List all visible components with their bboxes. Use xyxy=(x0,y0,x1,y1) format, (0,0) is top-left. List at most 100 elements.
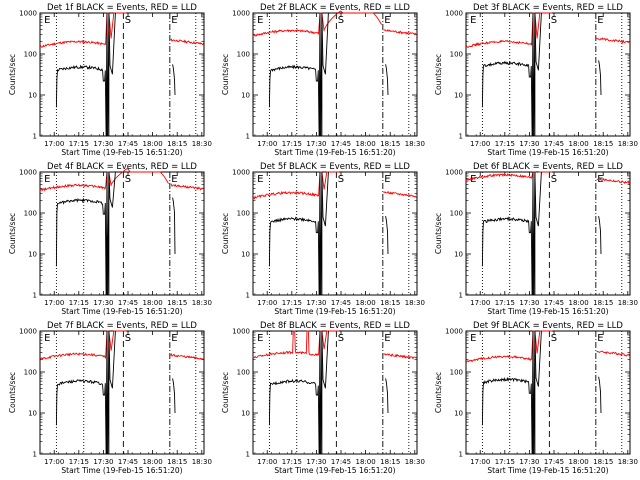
y-tick-label: 10 xyxy=(28,410,37,418)
x-tick-label: 18:30 xyxy=(192,299,212,307)
annotation-label: E xyxy=(384,333,390,344)
lld-series-line xyxy=(465,12,553,48)
x-tick-label: 18:00 xyxy=(569,140,589,148)
events-series-line xyxy=(385,64,389,96)
x-tick-label: 18:00 xyxy=(356,299,376,307)
x-tick-label: 17:45 xyxy=(544,140,564,148)
panel-title: Det 2f BLACK = Events, RED = LLD xyxy=(260,3,410,13)
x-tick-label: 17:45 xyxy=(331,299,351,307)
y-tick-label: 1000 xyxy=(445,328,463,336)
annotation-label: E xyxy=(44,333,50,344)
x-tick-label: 17:30 xyxy=(306,299,326,307)
events-series-line xyxy=(598,216,602,255)
annotation-label: S xyxy=(338,333,344,344)
x-tick-label: 17:15 xyxy=(495,140,515,148)
x-tick-label: 18:00 xyxy=(569,458,589,466)
panel-4: Det 4f BLACK = Events, RED = LLD 1 10 100 10… xyxy=(8,162,212,316)
x-axis-label: Start Time (19-Feb-15 16:51:20) xyxy=(487,307,608,316)
x-axis-label: Start Time (19-Feb-15 16:51:20) xyxy=(274,466,395,475)
annotation-label: S xyxy=(551,15,557,26)
panel-9: Det 9f BLACK = Events, RED = LLD 1 10 100 10… xyxy=(434,321,638,475)
x-tick-label: 17:45 xyxy=(331,458,351,466)
y-tick-label: 100 xyxy=(24,51,37,59)
events-series-line xyxy=(268,330,329,455)
lld-series-line xyxy=(170,352,204,360)
x-tick-label: 18:30 xyxy=(405,458,425,466)
x-tick-label: 17:00 xyxy=(257,299,277,307)
x-tick-label: 17:15 xyxy=(69,299,89,307)
lld-series-line xyxy=(39,12,127,48)
y-tick-label: 100 xyxy=(237,210,250,218)
x-tick-label: 17:30 xyxy=(306,140,326,148)
y-axis-label: Counts/sec xyxy=(8,372,17,413)
panel-8: Det 8f BLACK = Events, RED = LLD 1 10 100 10… xyxy=(221,321,425,475)
events-series-line xyxy=(598,376,602,414)
y-tick-label: 100 xyxy=(24,210,37,218)
x-tick-label: 18:15 xyxy=(167,299,187,307)
plot-frame xyxy=(252,12,418,137)
lld-series-line xyxy=(383,353,417,360)
x-tick-label: 18:30 xyxy=(618,140,638,148)
panel-3: Det 3f BLACK = Events, RED = LLD 1 10 100 10… xyxy=(434,3,638,157)
x-tick-label: 17:00 xyxy=(44,140,64,148)
x-tick-label: 18:30 xyxy=(192,140,212,148)
annotation-label: E xyxy=(597,15,603,26)
lld-series-line xyxy=(465,171,553,182)
x-tick-label: 18:30 xyxy=(405,140,425,148)
panel-title: Det 8f BLACK = Events, RED = LLD xyxy=(260,321,410,331)
x-tick-label: 18:15 xyxy=(593,458,613,466)
x-tick-label: 17:30 xyxy=(306,458,326,466)
annotation-label: E xyxy=(470,15,476,26)
y-tick-label: 1 xyxy=(33,133,37,141)
x-tick-label: 17:30 xyxy=(93,299,113,307)
y-axis-label: Counts/sec xyxy=(221,213,230,254)
annotation-label: E xyxy=(257,333,263,344)
x-tick-label: 17:30 xyxy=(93,458,113,466)
events-series-line xyxy=(481,330,542,455)
x-axis-label: Start Time (19-Feb-15 16:51:20) xyxy=(61,466,182,475)
lld-series-line xyxy=(596,350,630,357)
panel-title: Det 7f BLACK = Events, RED = LLD xyxy=(47,321,197,331)
y-tick-label: 10 xyxy=(241,92,250,100)
x-tick-label: 17:30 xyxy=(519,458,539,466)
y-axis-label: Counts/sec xyxy=(221,372,230,413)
y-tick-label: 10 xyxy=(241,410,250,418)
annotation-label: E xyxy=(44,15,50,26)
y-tick-label: 100 xyxy=(450,369,463,377)
x-tick-label: 17:45 xyxy=(544,299,564,307)
y-tick-label: 1 xyxy=(33,451,37,459)
annotation-label: E xyxy=(171,174,177,185)
plot-frame xyxy=(465,330,631,455)
y-axis-label: Counts/sec xyxy=(434,372,443,413)
x-tick-label: 17:15 xyxy=(495,299,515,307)
annotation-label: S xyxy=(125,15,131,26)
y-tick-label: 10 xyxy=(241,251,250,259)
x-tick-label: 18:30 xyxy=(405,299,425,307)
annotation-label: S xyxy=(125,333,131,344)
annotation-label: E xyxy=(470,333,476,344)
y-tick-label: 1000 xyxy=(232,10,250,18)
y-tick-label: 1 xyxy=(246,133,250,141)
panel-1: Det 1f BLACK = Events, RED = LLD 1 10 100 10… xyxy=(8,3,212,157)
x-axis-label: Start Time (19-Feb-15 16:51:20) xyxy=(487,466,608,475)
annotation-label: S xyxy=(125,174,131,185)
x-tick-label: 18:15 xyxy=(380,458,400,466)
panel-title: Det 6f BLACK = Events, RED = LLD xyxy=(473,162,623,172)
x-tick-label: 17:45 xyxy=(118,299,138,307)
annotation-label: E xyxy=(597,333,603,344)
annotation-label: S xyxy=(338,15,344,26)
y-tick-label: 10 xyxy=(454,251,463,259)
x-tick-label: 17:00 xyxy=(470,458,490,466)
panel-7: Det 7f BLACK = Events, RED = LLD 1 10 100 10… xyxy=(8,321,212,475)
panel-title: Det 9f BLACK = Events, RED = LLD xyxy=(473,321,623,331)
events-series-line xyxy=(55,171,116,296)
annotation-label: E xyxy=(470,174,476,185)
y-tick-label: 10 xyxy=(454,92,463,100)
x-tick-label: 17:00 xyxy=(44,299,64,307)
lld-series-line xyxy=(383,191,417,198)
x-tick-label: 17:30 xyxy=(519,140,539,148)
x-tick-label: 18:15 xyxy=(593,140,613,148)
panel-6: Det 6f BLACK = Events, RED = LLD 1 10 100 10… xyxy=(434,162,638,316)
annotation-label: S xyxy=(551,333,557,344)
lld-series-line xyxy=(252,10,382,37)
